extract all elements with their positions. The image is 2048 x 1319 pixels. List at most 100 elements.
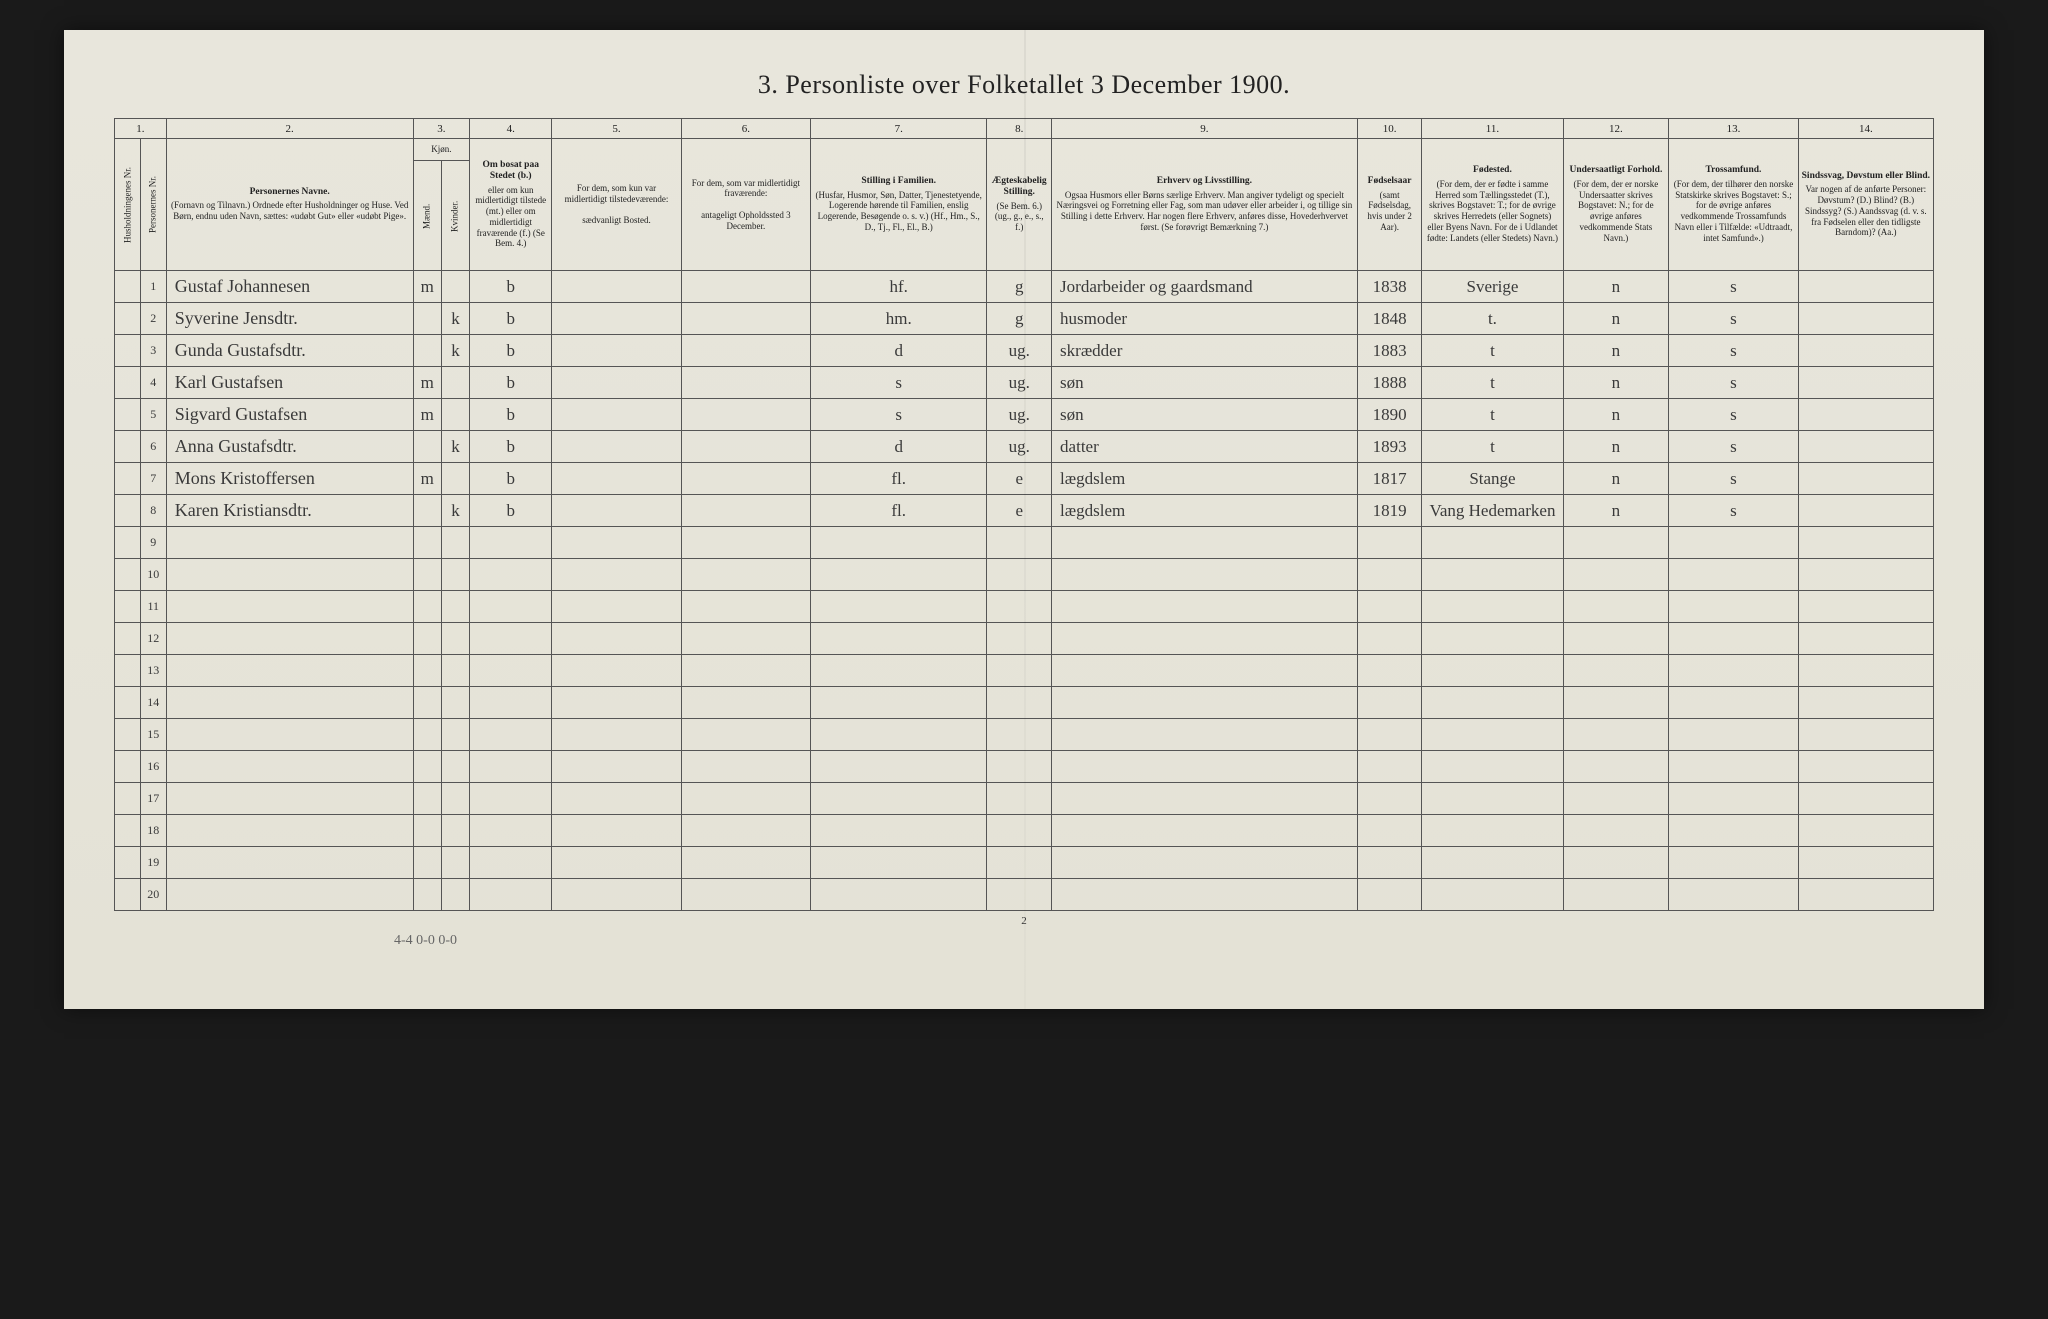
cell-nationality — [1563, 783, 1669, 815]
cell-person-no: 9 — [140, 527, 166, 559]
cell-marital — [987, 751, 1052, 783]
cell-occupation — [1052, 527, 1358, 559]
cell-residence — [470, 559, 552, 591]
cell-family-position — [811, 751, 987, 783]
cell-occupation: Jordarbeider og gaardsmand — [1052, 271, 1358, 303]
cell-occupation: søn — [1052, 399, 1358, 431]
cell-sex-m — [413, 303, 441, 335]
cell-birthplace — [1422, 623, 1563, 655]
header-temp-present: For dem, som kun var midlertidigt tilste… — [552, 139, 681, 271]
cell-temp-present — [552, 847, 681, 879]
cell-sex-k: k — [441, 431, 469, 463]
column-header-row: Husholdningenes Nr. Personernes Nr. Pers… — [115, 139, 1934, 161]
header-religion: Trossamfund. (For dem, der tilhører den … — [1669, 139, 1798, 271]
cell-temp-present — [552, 271, 681, 303]
cell-household-no — [115, 399, 141, 431]
cell-birthplace: t — [1422, 399, 1563, 431]
cell-household-no — [115, 271, 141, 303]
cell-temp-present — [552, 687, 681, 719]
cell-occupation — [1052, 783, 1358, 815]
cell-disability — [1798, 655, 1933, 687]
cell-disability — [1798, 623, 1933, 655]
table-row: 3 Gunda Gustafsdtr. k b d ug. skrædder 1… — [115, 335, 1934, 367]
cell-marital: ug. — [987, 431, 1052, 463]
cell-person-no: 12 — [140, 623, 166, 655]
cell-birthyear — [1357, 783, 1422, 815]
cell-birthyear: 1817 — [1357, 463, 1422, 495]
cell-religion — [1669, 623, 1798, 655]
cell-birthplace: t — [1422, 431, 1563, 463]
cell-temp-absent — [681, 879, 810, 911]
cell-temp-present — [552, 367, 681, 399]
cell-occupation: skrædder — [1052, 335, 1358, 367]
cell-occupation — [1052, 559, 1358, 591]
cell-occupation — [1052, 655, 1358, 687]
cell-disability — [1798, 367, 1933, 399]
cell-family-position: fl. — [811, 495, 987, 527]
table-row: 17 — [115, 783, 1934, 815]
cell-disability — [1798, 719, 1933, 751]
cell-residence — [470, 591, 552, 623]
cell-household-no — [115, 463, 141, 495]
cell-religion — [1669, 559, 1798, 591]
cell-family-position — [811, 879, 987, 911]
table-row: 6 Anna Gustafsdtr. k b d ug. datter 1893… — [115, 431, 1934, 463]
cell-residence — [470, 527, 552, 559]
cell-birthyear — [1357, 527, 1422, 559]
cell-residence — [470, 815, 552, 847]
cell-sex-m — [413, 527, 441, 559]
cell-birthyear — [1357, 623, 1422, 655]
cell-marital — [987, 655, 1052, 687]
cell-disability — [1798, 431, 1933, 463]
table-row: 18 — [115, 815, 1934, 847]
cell-birthplace: Vang Hedemarken — [1422, 495, 1563, 527]
cell-residence: b — [470, 399, 552, 431]
page-number: 2 — [114, 915, 1934, 927]
table-row: 13 — [115, 655, 1934, 687]
cell-temp-absent — [681, 463, 810, 495]
cell-birthplace — [1422, 751, 1563, 783]
cell-nationality: n — [1563, 367, 1669, 399]
cell-name — [166, 815, 413, 847]
cell-birthplace: Sverige — [1422, 271, 1563, 303]
cell-residence: b — [470, 303, 552, 335]
table-body: 1 Gustaf Johannesen m b hf. g Jordarbeid… — [115, 271, 1934, 911]
cell-nationality: n — [1563, 303, 1669, 335]
cell-temp-present — [552, 879, 681, 911]
cell-nationality — [1563, 751, 1669, 783]
cell-residence: b — [470, 495, 552, 527]
cell-religion: s — [1669, 303, 1798, 335]
header-sex-k: Kvinder. — [441, 161, 469, 271]
colnum-2: 2. — [166, 119, 413, 139]
cell-religion — [1669, 591, 1798, 623]
cell-household-no — [115, 431, 141, 463]
cell-birthplace — [1422, 687, 1563, 719]
cell-nationality — [1563, 591, 1669, 623]
cell-marital: ug. — [987, 335, 1052, 367]
cell-temp-absent — [681, 399, 810, 431]
cell-sex-m: m — [413, 367, 441, 399]
colnum-11: 11. — [1422, 119, 1563, 139]
cell-sex-k — [441, 655, 469, 687]
cell-sex-k — [441, 271, 469, 303]
cell-nationality: n — [1563, 335, 1669, 367]
cell-temp-present — [552, 527, 681, 559]
cell-birthyear: 1819 — [1357, 495, 1422, 527]
table-row: 11 — [115, 591, 1934, 623]
cell-sex-k — [441, 559, 469, 591]
cell-residence: b — [470, 431, 552, 463]
cell-birthyear — [1357, 847, 1422, 879]
cell-temp-absent — [681, 591, 810, 623]
cell-birthyear — [1357, 655, 1422, 687]
cell-household-no — [115, 623, 141, 655]
cell-sex-k — [441, 751, 469, 783]
header-occupation: Erhverv og Livsstilling. Ogsaa Husmors e… — [1052, 139, 1358, 271]
table-row: 5 Sigvard Gustafsen m b s ug. søn 1890 t… — [115, 399, 1934, 431]
cell-occupation: lægdslem — [1052, 495, 1358, 527]
cell-disability — [1798, 783, 1933, 815]
cell-temp-present — [552, 303, 681, 335]
cell-family-position: d — [811, 335, 987, 367]
cell-sex-m — [413, 783, 441, 815]
cell-name — [166, 527, 413, 559]
cell-person-no: 6 — [140, 431, 166, 463]
